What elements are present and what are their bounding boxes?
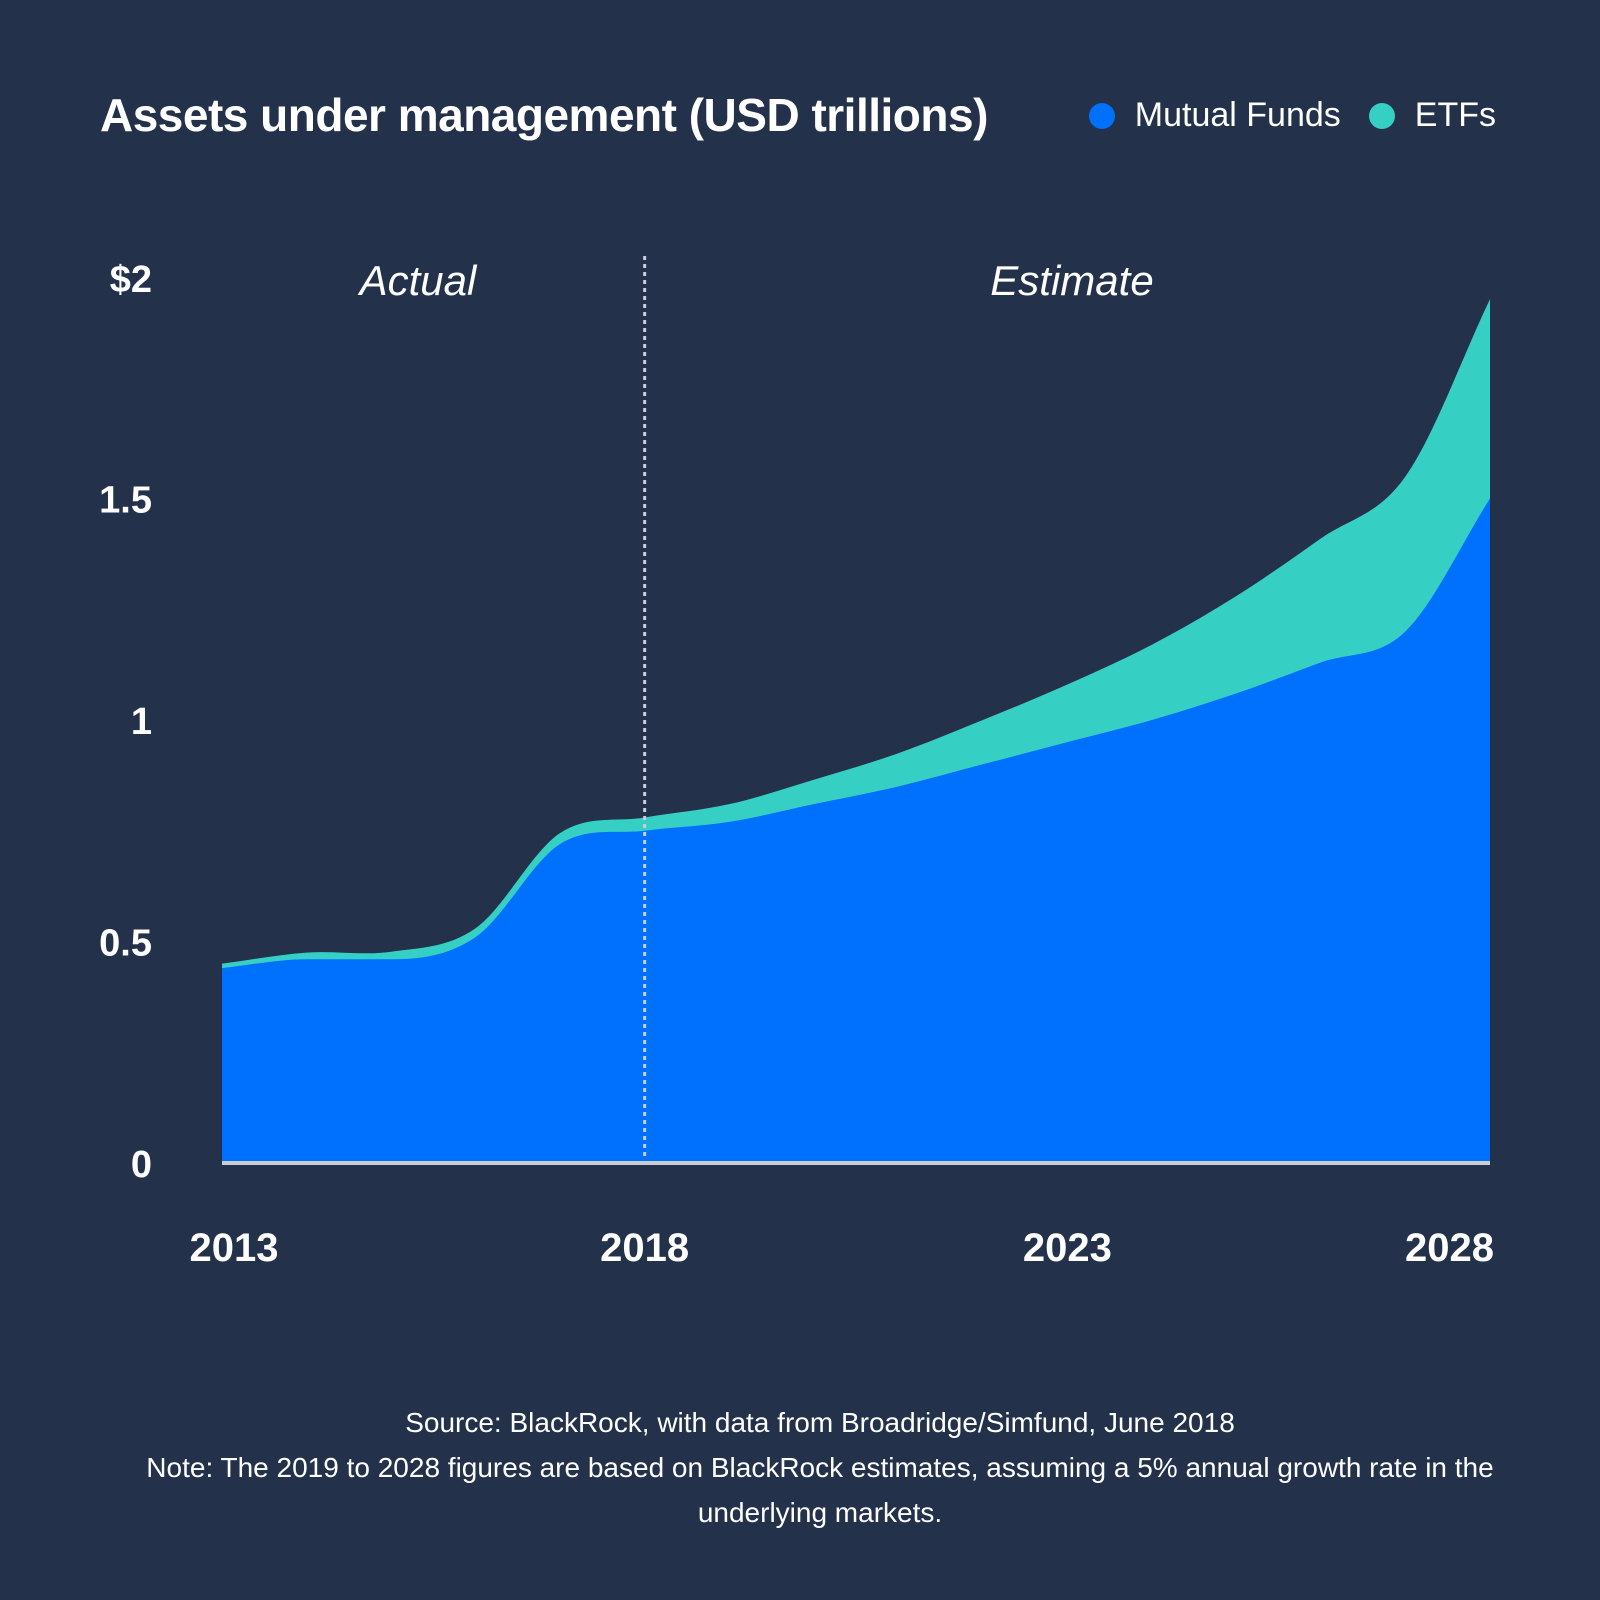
estimate-label: Estimate: [990, 257, 1153, 304]
legend: Mutual Funds ETFs: [1061, 96, 1496, 135]
x-tick-label: 2013: [190, 1226, 279, 1270]
x-tick-label: 2018: [600, 1226, 689, 1270]
chart-axes: Actual Estimate 0 0.5 1 1.5 $2 2013 2018 2023 2028: [99, 256, 1494, 1270]
chart-title: Assets under management (USD trillions): [100, 89, 988, 141]
note-text: Note: The 2019 to 2028 figures are based…: [146, 1452, 1494, 1528]
source-text: Source: BlackRock, with data from Broadr…: [405, 1407, 1235, 1438]
actual-label: Actual: [357, 257, 478, 304]
x-tick-label: 2023: [1023, 1226, 1112, 1270]
y-tick-label: $2: [110, 259, 152, 301]
chart-areas: [222, 299, 1490, 1163]
area-mutual-funds: [222, 498, 1490, 1163]
footnote: Source: BlackRock, with data from Broadr…: [0, 1400, 1600, 1535]
legend-dot-etfs: [1368, 102, 1395, 129]
legend-item-mutual-funds: Mutual Funds: [1088, 96, 1341, 135]
y-tick-label: 1: [131, 701, 152, 743]
x-tick-label: 2028: [1405, 1226, 1494, 1270]
y-tick-label: 0.5: [99, 923, 152, 965]
legend-dot-mutual-funds: [1088, 102, 1115, 129]
y-tick-label: 1.5: [99, 480, 152, 522]
y-tick-label: 0: [131, 1144, 152, 1186]
legend-label-etfs: ETFs: [1414, 96, 1496, 134]
legend-item-etfs: ETFs: [1368, 96, 1496, 135]
legend-label-mutual-funds: Mutual Funds: [1134, 96, 1341, 134]
